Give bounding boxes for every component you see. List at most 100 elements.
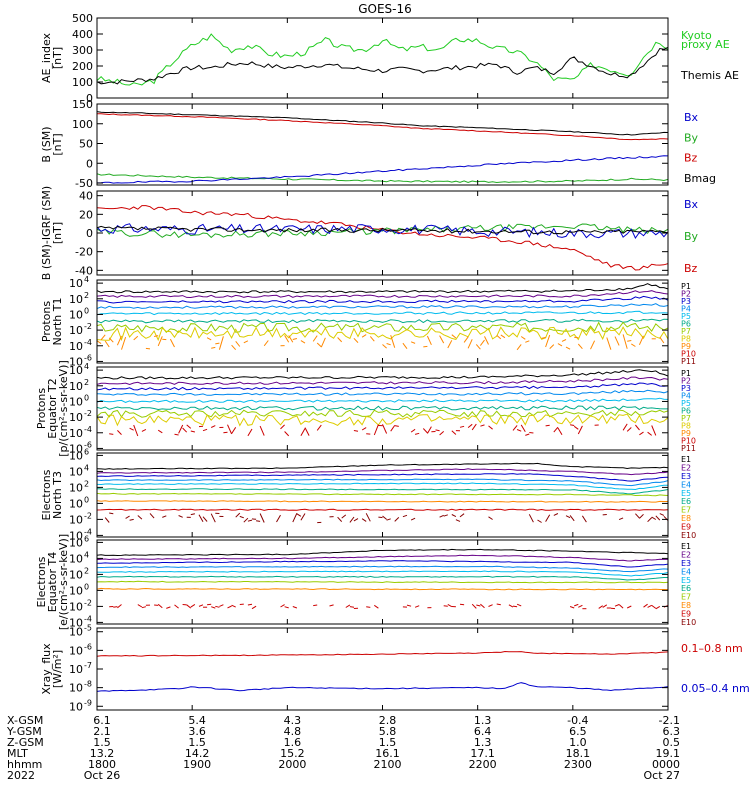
series-e9-segment [227, 605, 232, 609]
series-p9-segment [190, 430, 196, 433]
ytick-label: 50 [79, 138, 93, 151]
series-e3 [97, 473, 668, 482]
series-p9-segment [394, 425, 399, 427]
ytick-exponent: 4 [84, 550, 89, 559]
ytick-exponent: 6 [84, 534, 89, 543]
series-p9-segment [516, 344, 522, 351]
legend-entry: P9 [681, 429, 691, 438]
series-p9-segment [129, 427, 134, 431]
series-p9-segment [570, 424, 575, 426]
series-p9-segment [182, 427, 188, 433]
series-e3 [97, 560, 668, 568]
series-bmag [97, 111, 668, 136]
series-p9-segment [496, 334, 502, 340]
ytick-exponent: 2 [84, 291, 89, 300]
series-e9-segment [329, 604, 334, 607]
ylabel-line: Equator T4 [46, 552, 59, 612]
series-e4 [97, 478, 668, 487]
ytick-label: 10 [69, 277, 83, 290]
legend-entry: E5 [681, 489, 691, 498]
series-p9-segment [435, 429, 440, 432]
legend-entry: P11 [681, 357, 696, 366]
series-p9-segment [488, 425, 493, 430]
series-e10-segment [402, 514, 408, 518]
ytick-exponent: -6 [84, 642, 92, 651]
series-e1 [97, 548, 668, 557]
ylabel-line: AE_index [40, 32, 53, 83]
series-e10-segment [162, 515, 167, 518]
series-p9-segment [590, 340, 596, 350]
series-p7 [97, 409, 668, 418]
series-e10-segment [247, 519, 253, 522]
series-kyoto-proxy-ae [97, 33, 668, 86]
legend-entry: Bz [684, 152, 698, 165]
ytick-exponent: -4 [84, 527, 92, 536]
ytick-label: 10 [69, 626, 83, 639]
series-p9-segment [439, 335, 445, 344]
series-e9-segment [345, 604, 351, 608]
ytick-exponent: -4 [84, 338, 92, 347]
series-e9-segment [447, 603, 453, 608]
series-p9-segment [206, 337, 212, 341]
series-e10-segment [198, 514, 204, 522]
series-p9-segment [426, 426, 432, 434]
series-p9-segment [227, 424, 233, 435]
series-e10-segment [137, 515, 143, 520]
series-p9-segment [373, 424, 379, 436]
series-e10-segment [256, 520, 261, 522]
series-p9-segment [215, 342, 220, 345]
panel-bsm: -50 0 50 100 150 B (SM)[nT] Bx By Bz Bmag [40, 98, 716, 190]
series-e10-segment [635, 513, 640, 519]
legend-entry: P10 [681, 350, 696, 359]
series-p8 [97, 326, 668, 342]
ytick-exponent: -5 [84, 624, 92, 633]
legend-entry: P1 [681, 369, 691, 378]
series-p9-segment [157, 336, 163, 347]
ylabel-line: [nT] [51, 133, 64, 155]
legend-entry: Kyoto [681, 29, 712, 42]
series-p9-segment [300, 340, 306, 344]
series-p9-segment [467, 423, 473, 428]
ytick-exponent: 4 [84, 362, 89, 371]
legend-entry: By [684, 230, 699, 243]
series-e9-segment [280, 604, 285, 608]
series-p9-segment [614, 336, 620, 346]
ytick-label: 100 [72, 76, 93, 89]
ytick-label: 10 [69, 442, 83, 455]
ylabel-line: [p/(cm²-s-sr-keV)] [57, 360, 70, 457]
legend-entry: Bx [684, 111, 699, 124]
ytick-label: 0 [86, 227, 93, 240]
series-e9-segment [578, 604, 583, 608]
series-p9-segment [480, 424, 485, 427]
legend-entry: P6 [681, 320, 691, 329]
series-e9-segment [157, 603, 163, 609]
legend-entry: E7 [681, 506, 691, 515]
series-e9-segment [215, 605, 220, 608]
series-p9-segment [520, 424, 526, 433]
series-p7 [97, 321, 668, 334]
series-p9-segment [659, 336, 665, 344]
series-e9-segment [117, 604, 122, 609]
series-p9-segment [141, 428, 147, 432]
legend-entry: P1 [681, 282, 691, 291]
series-p9-segment [100, 334, 106, 341]
series-e8 [97, 587, 668, 591]
series-p9-segment [451, 430, 457, 435]
series-p9-segment [133, 424, 139, 437]
series-e9-segment [476, 604, 481, 607]
legend-entry: P2 [681, 377, 691, 386]
series-e9-segment [516, 603, 522, 607]
series-p9-segment [210, 425, 216, 428]
series-p9-segment [211, 346, 216, 349]
ytick-label: 10 [69, 644, 83, 657]
series-e9-segment [219, 604, 224, 607]
series-p9-segment [467, 339, 473, 349]
legend-entry: P4 [681, 305, 691, 314]
series-p2 [97, 376, 668, 386]
series-e10-segment [655, 515, 661, 521]
ylabel-line: Protons [40, 301, 53, 342]
panel-frame [96, 103, 669, 186]
